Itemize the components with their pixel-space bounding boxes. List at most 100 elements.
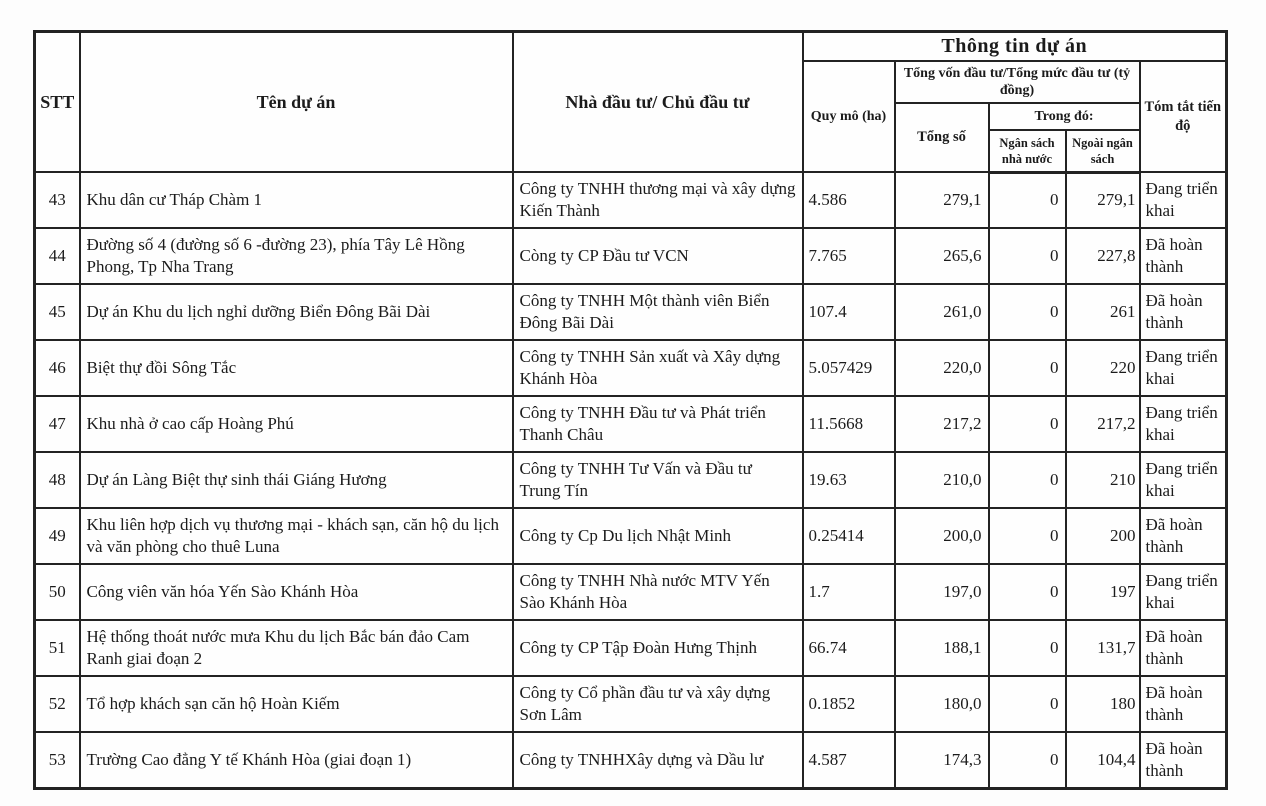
investor-cell: Công ty TNHH Tư Vấn và Đầu tư Trung Tín (511, 451, 804, 509)
header-project-name: Tên dự án (78, 30, 514, 173)
investor-cell: Công ty CP Tập Đoàn Hưng Thịnh (511, 619, 804, 677)
area-cell: 4.586 (801, 171, 896, 229)
total-capital-cell: 200,0 (893, 507, 990, 565)
project-name-cell: Dự án Làng Biệt thự sinh thái Giáng Hươn… (78, 451, 514, 509)
progress-status-cell: Đang triển khai (1138, 395, 1228, 453)
progress-status-cell: Đã hoàn thành (1138, 283, 1228, 341)
total-capital-cell: 188,1 (893, 619, 990, 677)
area-cell: 7.765 (801, 227, 896, 285)
non-budget-cell: 131,7 (1064, 619, 1141, 677)
table-header: STT Tên dự án Nhà đầu tư/ Chủ đầu tư Thô… (33, 30, 1228, 174)
row-number-cell: 53 (33, 731, 81, 789)
total-capital-cell: 265,6 (893, 227, 990, 285)
project-name-cell: Đường số 4 (đường số 6 -đường 23), phía … (78, 227, 514, 285)
total-capital-cell: 220,0 (893, 339, 990, 397)
total-capital-cell: 180,0 (893, 675, 990, 733)
investor-cell: Công ty TNHH Một thành viên Biển Đông Bã… (511, 283, 804, 341)
total-capital-cell: 197,0 (893, 563, 990, 621)
project-name-cell: Hệ thống thoát nước mưa Khu du lịch Bắc … (78, 619, 514, 677)
table-row: 43 Khu dân cư Tháp Chàm 1 Công ty TNHH thư… (33, 171, 1228, 229)
progress-status-cell: Đã hoàn thành (1138, 731, 1228, 789)
progress-status-cell: Đang triển khai (1138, 339, 1228, 397)
project-name-cell: Tổ hợp khách sạn căn hộ Hoàn Kiếm (78, 675, 514, 733)
area-cell: 1.7 (801, 563, 896, 621)
project-name-cell: Công viên văn hóa Yến Sào Khánh Hòa (78, 563, 514, 621)
table-row: 45 Dự án Khu du lịch nghỉ dưỡng Biển Đông… (33, 283, 1228, 341)
non-budget-cell: 217,2 (1064, 395, 1141, 453)
header-project-info: Thông tin dự án (801, 30, 1228, 62)
project-name-cell: Khu liên hợp dịch vụ thương mại - khách … (78, 507, 514, 565)
row-number-cell: 43 (33, 171, 81, 229)
table-row: 44 Đường số 4 (đường số 6 -đường 23), phí… (33, 227, 1228, 285)
projects-table: STT Tên dự án Nhà đầu tư/ Chủ đầu tư Thô… (33, 30, 1229, 790)
row-number-cell: 45 (33, 283, 81, 341)
total-capital-cell: 174,3 (893, 731, 990, 789)
table-row: 52 Tổ hợp khách sạn căn hộ Hoàn Kiếm Công … (33, 675, 1228, 733)
state-budget-cell: 0 (987, 227, 1067, 285)
area-cell: 5.057429 (801, 339, 896, 397)
progress-status-cell: Đang triển khai (1138, 171, 1228, 229)
non-budget-cell: 180 (1064, 675, 1141, 733)
row-number-cell: 50 (33, 563, 81, 621)
non-budget-cell: 261 (1064, 283, 1141, 341)
investor-cell: Công ty Cổ phần đầu tư và xây dựng Sơn L… (511, 675, 804, 733)
row-number-cell: 48 (33, 451, 81, 509)
table-row: 46 Biệt thự đồi Sông Tắc Công ty TNHH Sản … (33, 339, 1228, 397)
area-cell: 66.74 (801, 619, 896, 677)
state-budget-cell: 0 (987, 619, 1067, 677)
table-row: 53 Trường Cao đẳng Y tế Khánh Hòa (giai đ… (33, 731, 1228, 789)
table-row: 51 Hệ thống thoát nước mưa Khu du lịch Bắ… (33, 619, 1228, 677)
area-cell: 4.587 (801, 731, 896, 789)
total-capital-cell: 279,1 (893, 171, 990, 229)
progress-status-cell: Đang triển khai (1138, 563, 1228, 621)
investor-cell: Công ty Cp Du lịch Nhật Minh (511, 507, 804, 565)
total-capital-cell: 210,0 (893, 451, 990, 509)
project-name-cell: Biệt thự đồi Sông Tắc (78, 339, 514, 397)
investor-cell: Công ty TNHH Đầu tư và Phát triển Thanh … (511, 395, 804, 453)
header-total: Tổng số (893, 102, 990, 173)
header-investor: Nhà đầu tư/ Chủ đầu tư (511, 30, 804, 173)
state-budget-cell: 0 (987, 563, 1067, 621)
total-capital-cell: 217,2 (893, 395, 990, 453)
investor-cell: Công ty TNHH Sản xuất và Xây dựng Khánh … (511, 339, 804, 397)
area-cell: 0.25414 (801, 507, 896, 565)
project-name-cell: Dự án Khu du lịch nghỉ dưỡng Biển Đông B… (78, 283, 514, 341)
row-number-cell: 51 (33, 619, 81, 677)
state-budget-cell: 0 (987, 283, 1067, 341)
progress-status-cell: Đã hoàn thành (1138, 619, 1228, 677)
progress-status-cell: Đang triển khai (1138, 451, 1228, 509)
state-budget-cell: 0 (987, 451, 1067, 509)
row-number-cell: 46 (33, 339, 81, 397)
area-cell: 107.4 (801, 283, 896, 341)
state-budget-cell: 0 (987, 339, 1067, 397)
non-budget-cell: 104,4 (1064, 731, 1141, 789)
table-row: 50 Công viên văn hóa Yến Sào Khánh Hòa Côn… (33, 563, 1228, 621)
area-cell: 0.1852 (801, 675, 896, 733)
investor-cell: Công ty TNHHXây dựng và Dầu lư (511, 731, 804, 789)
row-number-cell: 52 (33, 675, 81, 733)
progress-status-cell: Đã hoàn thành (1138, 227, 1228, 285)
header-total-capital: Tổng vốn đầu tư/Tổng mức đầu tư (tỷ đồng… (893, 60, 1141, 104)
row-number-cell: 44 (33, 227, 81, 285)
investor-cell: Công ty TNHH thương mại và xây dựng Kiến… (511, 171, 804, 229)
state-budget-cell: 0 (987, 507, 1067, 565)
area-cell: 19.63 (801, 451, 896, 509)
table-row: 47 Khu nhà ở cao cấp Hoàng Phú Công ty TNH… (33, 395, 1228, 453)
project-name-cell: Trường Cao đẳng Y tế Khánh Hòa (giai đoạ… (78, 731, 514, 789)
state-budget-cell: 0 (987, 395, 1067, 453)
project-name-cell: Khu dân cư Tháp Chàm 1 (78, 171, 514, 229)
investor-cell: Công ty TNHH Nhà nước MTV Yến Sào Khánh … (511, 563, 804, 621)
non-budget-cell: 210 (1064, 451, 1141, 509)
row-number-cell: 49 (33, 507, 81, 565)
header-stt: STT (33, 30, 81, 173)
state-budget-cell: 0 (987, 731, 1067, 789)
header-area: Quy mô (ha) (801, 60, 896, 173)
project-name-cell: Khu nhà ở cao cấp Hoàng Phú (78, 395, 514, 453)
header-non-budget: Ngoài ngân sách (1064, 129, 1141, 174)
non-budget-cell: 279,1 (1064, 171, 1141, 229)
table-row: 48 Dự án Làng Biệt thự sinh thái Giáng Hư… (33, 451, 1228, 509)
header-state-budget: Ngân sách nhà nước (987, 129, 1067, 174)
state-budget-cell: 0 (987, 675, 1067, 733)
area-cell: 11.5668 (801, 395, 896, 453)
